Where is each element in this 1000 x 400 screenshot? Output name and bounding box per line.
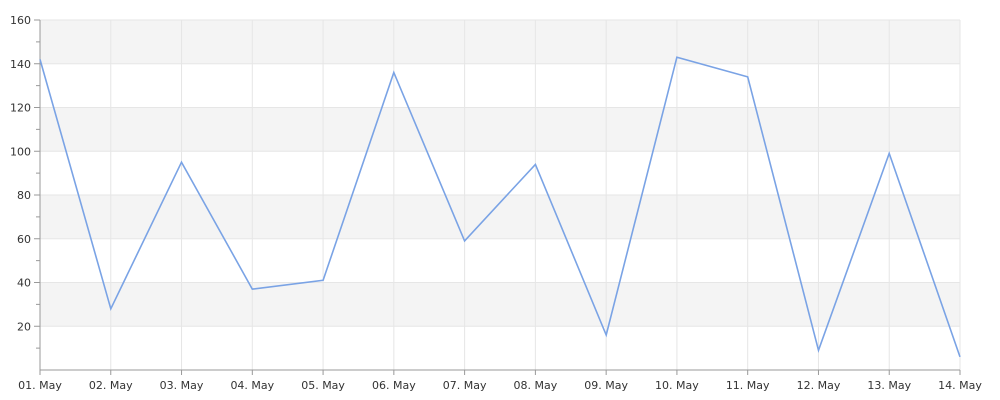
x-tick-label: 07. May [443,379,487,392]
y-tick-label: 100 [10,145,31,158]
x-tick-label: 14. May [938,379,982,392]
y-tick-label: 160 [10,14,31,27]
series-layer [38,55,963,359]
y-tick-label: 80 [17,189,31,202]
x-tick-label: 13. May [867,379,911,392]
gridlines [40,19,961,370]
data-point[interactable] [887,151,892,156]
plot-band [40,20,960,64]
plot-bands [40,20,960,327]
series-line [39,56,961,358]
y-tick-label: 140 [10,58,31,71]
x-tick-label: 04. May [230,379,274,392]
x-tick-label: 06. May [372,379,416,392]
data-point[interactable] [250,287,255,292]
y-tick-label: 20 [17,320,31,333]
data-point[interactable] [321,278,326,283]
data-point[interactable] [604,333,609,338]
plot-band [40,107,960,152]
x-tick-label: 09. May [584,379,628,392]
data-point[interactable] [108,306,113,311]
x-tick-label: 05. May [301,379,345,392]
x-tick-label: 10. May [655,379,699,392]
data-point[interactable] [958,354,963,359]
x-tick-label: 12. May [797,379,841,392]
plot-band [40,282,960,327]
data-point[interactable] [462,238,467,243]
axes [34,19,961,375]
x-tick-label: 11. May [726,379,770,392]
data-point[interactable] [816,348,821,353]
x-tick-label: 03. May [160,379,204,392]
data-point[interactable] [674,55,679,60]
x-tick-label: 08. May [514,379,558,392]
y-tick-label: 60 [17,233,31,246]
x-tick-label: 02. May [89,379,133,392]
data-point[interactable] [38,57,43,62]
y-tick-label: 120 [10,102,31,115]
tick-labels: 20 40 60 80 100 120 140 160 01. May 02. May 03. Ma… [10,14,982,392]
data-point[interactable] [391,70,396,75]
y-tick-label: 40 [17,277,31,290]
x-tick-label: 01. May [18,379,62,392]
data-point[interactable] [533,162,538,167]
data-point[interactable] [745,74,750,79]
data-point[interactable] [179,160,184,165]
